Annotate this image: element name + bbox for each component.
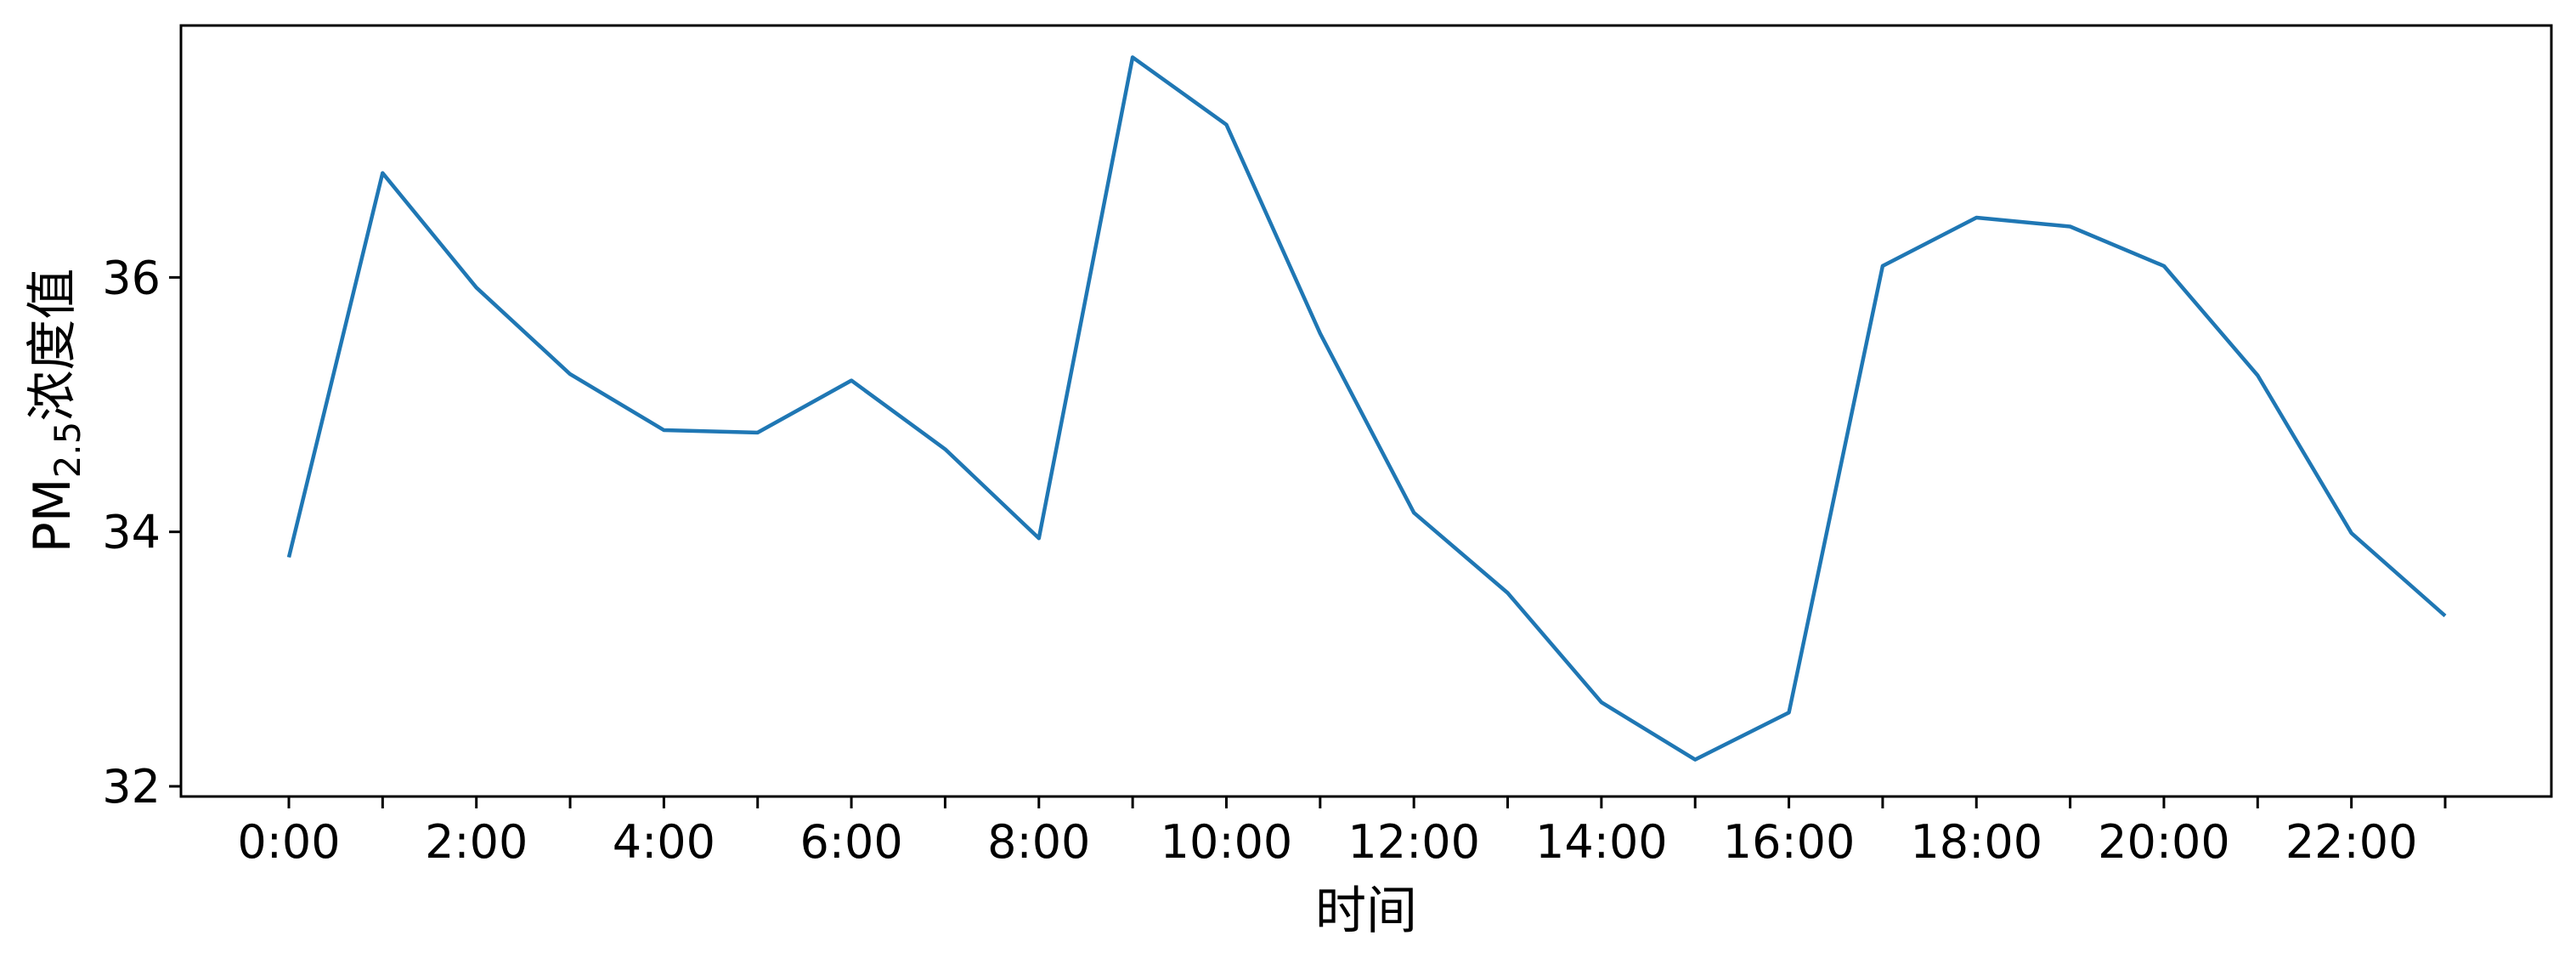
x-axis-label: 时间 <box>1315 881 1417 941</box>
x-tick-label: 14:00 <box>1535 815 1668 869</box>
x-tick-label: 22:00 <box>2285 815 2418 869</box>
x-tick-label: 20:00 <box>2098 815 2230 869</box>
series-line <box>286 55 2447 762</box>
y-tick-label: 34 <box>102 506 161 559</box>
x-tick-label: 6:00 <box>799 815 902 869</box>
y-tick-label: 32 <box>102 760 161 813</box>
y-axis-label: PM2.5浓度值 <box>23 269 88 553</box>
x-tick-label: 0:00 <box>237 815 340 869</box>
x-tick-label: 18:00 <box>1910 815 2042 869</box>
x-tick-label: 12:00 <box>1347 815 1480 869</box>
y-axis-label-prefix: PM <box>23 478 82 553</box>
x-tick-label: 2:00 <box>425 815 528 869</box>
x-tick-label: 4:00 <box>613 815 715 869</box>
y-axis-label-suffix: 浓度值 <box>23 269 82 422</box>
x-tick-label: 16:00 <box>1723 815 1856 869</box>
x-axis: 0:00 2:00 4:00 6:00 8:00 10:00 12:00 14:00 16:00… <box>237 796 2447 869</box>
y-axis: 32 34 36 <box>102 251 181 813</box>
x-tick-label: 8:00 <box>987 815 1090 869</box>
plot-area-frame <box>179 24 2553 798</box>
y-tick-label: 36 <box>102 251 161 304</box>
x-tick-label: 10:00 <box>1161 815 1293 869</box>
y-axis-label-subscript: 2.5 <box>47 422 88 479</box>
